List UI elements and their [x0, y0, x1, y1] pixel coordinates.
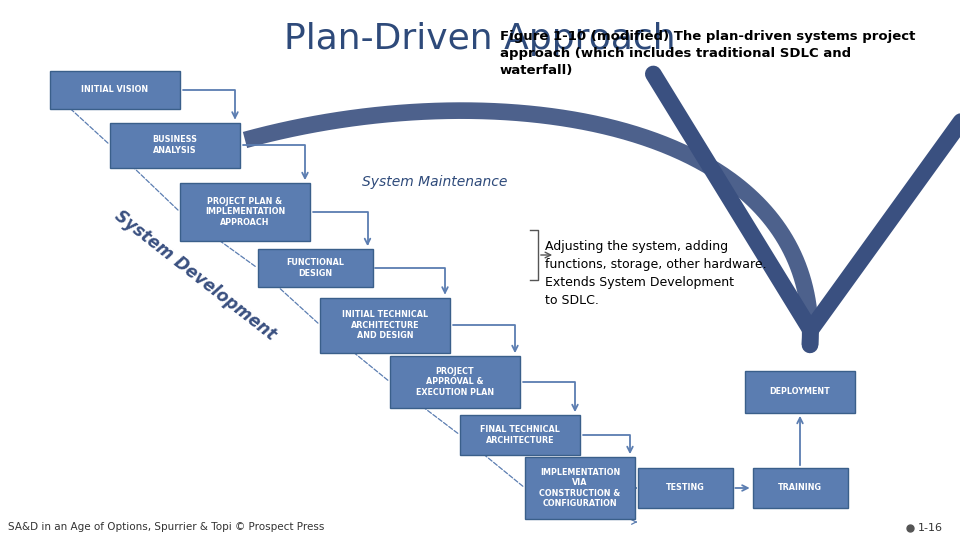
Text: 1-16: 1-16 — [918, 523, 943, 533]
Text: PROJECT PLAN &
IMPLEMENTATION
APPROACH: PROJECT PLAN & IMPLEMENTATION APPROACH — [204, 197, 285, 227]
FancyBboxPatch shape — [460, 415, 580, 455]
FancyBboxPatch shape — [180, 183, 310, 241]
Text: TESTING: TESTING — [665, 483, 705, 492]
Text: TRAINING: TRAINING — [778, 483, 822, 492]
FancyBboxPatch shape — [753, 468, 848, 508]
FancyBboxPatch shape — [257, 249, 372, 287]
Text: Plan-Driven Approach: Plan-Driven Approach — [284, 22, 676, 56]
FancyBboxPatch shape — [637, 468, 732, 508]
Text: FUNCTIONAL
DESIGN: FUNCTIONAL DESIGN — [286, 258, 344, 278]
Text: System Development: System Development — [110, 206, 279, 343]
Text: IMPLEMENTATION
VIA
CONSTRUCTION &
CONFIGURATION: IMPLEMENTATION VIA CONSTRUCTION & CONFIG… — [540, 468, 620, 508]
Text: Adjusting the system, adding
functions, storage, other hardware.
Extends System : Adjusting the system, adding functions, … — [545, 240, 767, 307]
Text: INITIAL TECHNICAL
ARCHITECTURE
AND DESIGN: INITIAL TECHNICAL ARCHITECTURE AND DESIG… — [342, 310, 428, 340]
Text: FINAL TECHNICAL
ARCHITECTURE: FINAL TECHNICAL ARCHITECTURE — [480, 426, 560, 445]
Text: SA&D in an Age of Options, Spurrier & Topi © Prospect Press: SA&D in an Age of Options, Spurrier & To… — [8, 522, 324, 532]
FancyBboxPatch shape — [50, 71, 180, 109]
Text: PROJECT
APPROVAL &
EXECUTION PLAN: PROJECT APPROVAL & EXECUTION PLAN — [416, 367, 494, 397]
Text: System Maintenance: System Maintenance — [362, 175, 508, 189]
Text: INITIAL VISION: INITIAL VISION — [82, 85, 149, 94]
Text: DEPLOYMENT: DEPLOYMENT — [770, 388, 830, 396]
FancyBboxPatch shape — [745, 371, 855, 413]
FancyBboxPatch shape — [110, 123, 240, 167]
FancyBboxPatch shape — [320, 298, 450, 353]
FancyBboxPatch shape — [390, 356, 520, 408]
Text: Figure 1-10 (modified) The plan-driven systems project
approach (which includes : Figure 1-10 (modified) The plan-driven s… — [500, 30, 916, 77]
Text: BUSINESS
ANALYSIS: BUSINESS ANALYSIS — [153, 136, 198, 154]
FancyBboxPatch shape — [525, 457, 635, 519]
